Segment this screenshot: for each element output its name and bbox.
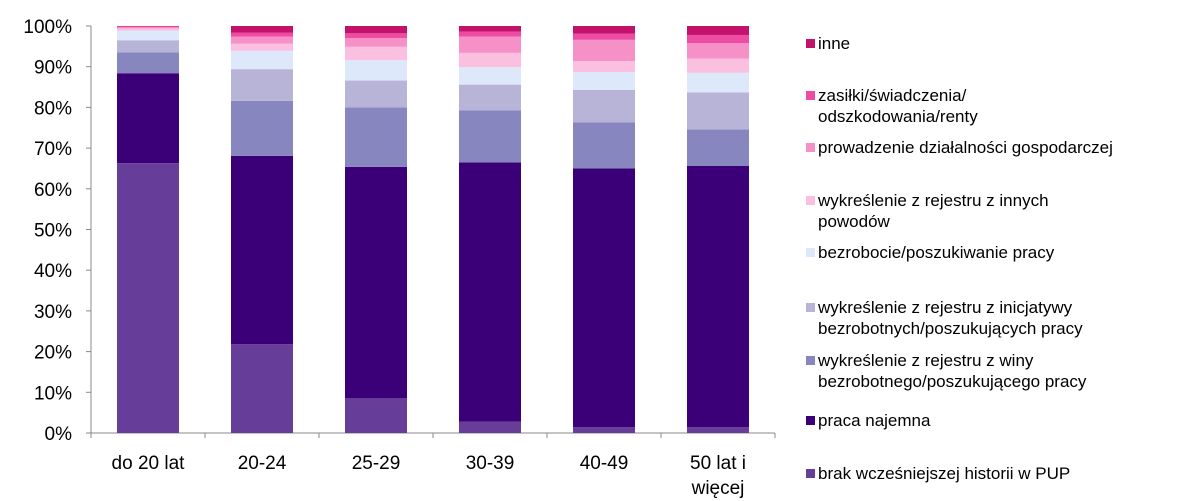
legend-label: prowadzenie działalności gospodarczej [818,138,1113,157]
bar-segment [117,40,179,53]
bar-segment [459,31,521,37]
y-tick-label: 100% [23,17,72,38]
bar-segment [117,28,179,31]
bar-segment [459,67,521,85]
bar-segment [687,92,749,130]
bar-segment [117,27,179,29]
legend-label: wykreślenie z rejestru z inicjatywy bezr… [818,298,1083,338]
bar-segment [573,61,635,72]
legend-item-wina: wykreślenie z rejestru z winy bezrobotne… [806,350,1086,392]
bar-segment [459,26,521,32]
legend-label: zasiłki/świadczenia/ odszkodowania/renty [818,86,978,126]
bar-segment [573,33,635,40]
bar-segment [687,427,749,433]
bar-segment [459,84,521,111]
x-tick-label: 25-29 [352,453,401,474]
bar-segment [573,89,635,123]
legend-swatch [806,469,815,478]
bar-segment [573,427,635,433]
x-tick-label: 40-49 [580,453,629,474]
legend-swatch [806,143,815,152]
y-tick-label: 50% [34,221,72,242]
legend-label: wykreślenie z rejestru z winy bezrobotne… [818,351,1087,391]
y-tick-label: 80% [34,98,72,119]
bar-segment [459,421,521,433]
legend-item-inicjatywa: wykreślenie z rejestru z inicjatywy bezr… [806,297,1083,339]
bar-segment [573,122,635,169]
legend-item-bezrobocie: bezrobocie/poszukiwanie pracy [806,242,1054,263]
legend-label: wykreślenie z rejestru z innych powodów [818,191,1049,231]
legend-swatch [806,91,815,100]
bar-segment [117,52,179,74]
bar-segment [231,155,293,345]
bar-segment [459,36,521,53]
y-tick-label: 30% [34,302,72,323]
bar-segment [687,129,749,167]
stacked-bar-chart: 0% 10% 20% 30% 40% 50% 60% 70% 80% 90% 100% do 20 l… [23,17,776,499]
bar-segment [573,71,635,90]
bar-segment [231,50,293,70]
legend-swatch [806,39,815,48]
bar-segment [117,30,179,41]
bar-segment [231,26,293,33]
y-tick-label: 70% [34,139,72,160]
bar-segment [687,166,749,428]
bar-segment [231,43,293,51]
bar-segment [117,73,179,164]
bar-segment [345,397,407,433]
bar-segment [345,33,407,39]
x-tick-label: do 20 lat [112,453,186,474]
x-tick-label: 30-39 [466,453,515,474]
bar-segment [231,36,293,44]
legend-label: brak wcześniejszej historii w PUP [818,464,1071,483]
bar-segment [345,166,407,398]
y-tick-label: 90% [34,58,72,79]
bar-segment [687,26,749,35]
legend-label: inne [818,34,851,53]
bar-segment [687,58,749,73]
legend-item-inne-powody: wykreślenie z rejestru z innych powodów [806,190,1049,232]
bar-segment [459,162,521,422]
y-tick-label: 10% [34,383,72,404]
bar-segment [459,52,521,68]
y-tick-label: 40% [34,261,72,282]
legend-swatch [806,196,815,205]
bar-segment [345,107,407,167]
bar-segment [345,38,407,47]
bar-segment [345,26,407,34]
bar-segment [345,80,407,108]
bar-segment [231,100,293,156]
bar-segment [573,168,635,428]
bar-segment [345,46,407,61]
bar-segment [231,69,293,101]
x-tick-label: 20-24 [238,453,287,474]
legend-item-inne: inne [806,33,850,54]
legend-swatch [806,416,815,425]
y-tick-label: 20% [34,343,72,364]
legend-label: praca najemna [818,411,931,430]
x-tick-label: 50 lat i więcej [690,453,746,499]
bar-segment [687,34,749,44]
bar-segment [117,163,179,433]
bar-segment [231,344,293,433]
bar-segment [345,60,407,81]
legend-swatch [806,248,815,257]
bar-segment [573,26,635,34]
legend-item-dzialalnosc: prowadzenie działalności gospodarczej [806,137,1113,158]
y-tick-label: 0% [45,424,73,445]
legend-swatch [806,356,815,365]
legend-label: bezrobocie/poszukiwanie pracy [818,243,1055,262]
y-tick-label: 60% [34,180,72,201]
bar-segment [459,110,521,163]
bar-segment [687,72,749,93]
bar-segment [573,39,635,62]
legend-item-praca-najemna: praca najemna [806,410,930,431]
chart-legend: inne zasiłki/świadczenia/ odszkodowania/… [806,0,1193,501]
bar-segment [231,32,293,37]
legend-item-brak-historii: brak wcześniejszej historii w PUP [806,463,1070,484]
bar-segment [117,26,179,28]
legend-swatch [806,303,815,312]
legend-item-zasilki: zasiłki/świadczenia/ odszkodowania/renty [806,85,978,127]
bar-segment [687,43,749,59]
